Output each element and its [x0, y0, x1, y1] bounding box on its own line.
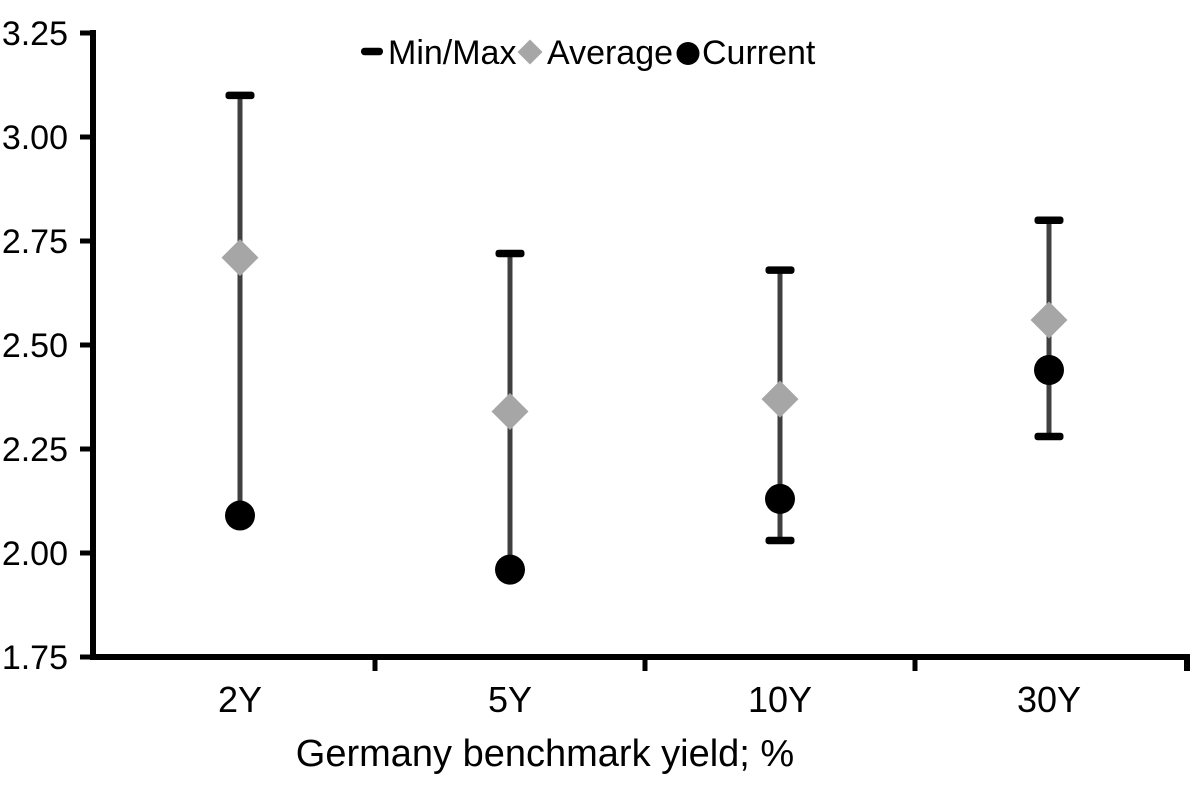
average-marker	[761, 380, 799, 418]
max-cap	[495, 249, 525, 258]
x-tick-label: 10Y	[748, 679, 812, 720]
average-diamond-icon	[517, 39, 543, 65]
legend-label-average: Average	[547, 34, 673, 72]
x-tick-label: 5Y	[488, 679, 532, 720]
legend-label-current: Current	[702, 34, 816, 72]
y-tick-label: 2.00	[2, 535, 68, 573]
y-tick-label: 2.75	[2, 223, 68, 261]
x-tick-label: 2Y	[218, 679, 262, 720]
current-marker	[225, 500, 255, 531]
legend-item-average: Average	[517, 34, 673, 72]
min-cap	[1034, 432, 1064, 441]
average-marker	[221, 239, 259, 277]
min-cap	[765, 536, 795, 545]
series-30y	[1030, 216, 1068, 441]
axes: 3.25 3.00 2.75 2.50 2.25 2.00 1.75 2Y 5Y 10Y 30Y	[2, 15, 1190, 720]
current-marker	[495, 554, 525, 585]
series-2y	[221, 91, 259, 531]
series-10y	[761, 266, 799, 545]
y-tick-label: 1.75	[2, 639, 68, 677]
legend-item-minmax: Min/Max	[361, 34, 516, 72]
x-tick-label: 30Y	[1017, 679, 1081, 720]
max-cap	[225, 91, 255, 100]
legend-label-minmax: Min/Max	[388, 34, 516, 72]
y-tick-label: 3.00	[2, 119, 68, 157]
series-5y	[491, 249, 529, 585]
y-tick-label: 2.25	[2, 431, 68, 469]
current-marker	[765, 483, 795, 514]
y-tick-label: 2.50	[2, 327, 68, 365]
max-cap	[1034, 216, 1064, 224]
current-circle-icon	[676, 42, 700, 65]
average-marker	[491, 393, 529, 431]
legend-item-current: Current	[676, 34, 816, 72]
y-tick-label: 3.25	[2, 15, 68, 53]
max-cap	[765, 266, 795, 274]
series	[221, 91, 1068, 585]
x-axis-title: Germany benchmark yield; %	[296, 733, 794, 775]
average-marker	[1030, 301, 1068, 339]
legend: Min/Max Average Current	[361, 34, 816, 72]
minmax-dash-icon	[361, 47, 383, 56]
current-marker	[1034, 354, 1064, 385]
